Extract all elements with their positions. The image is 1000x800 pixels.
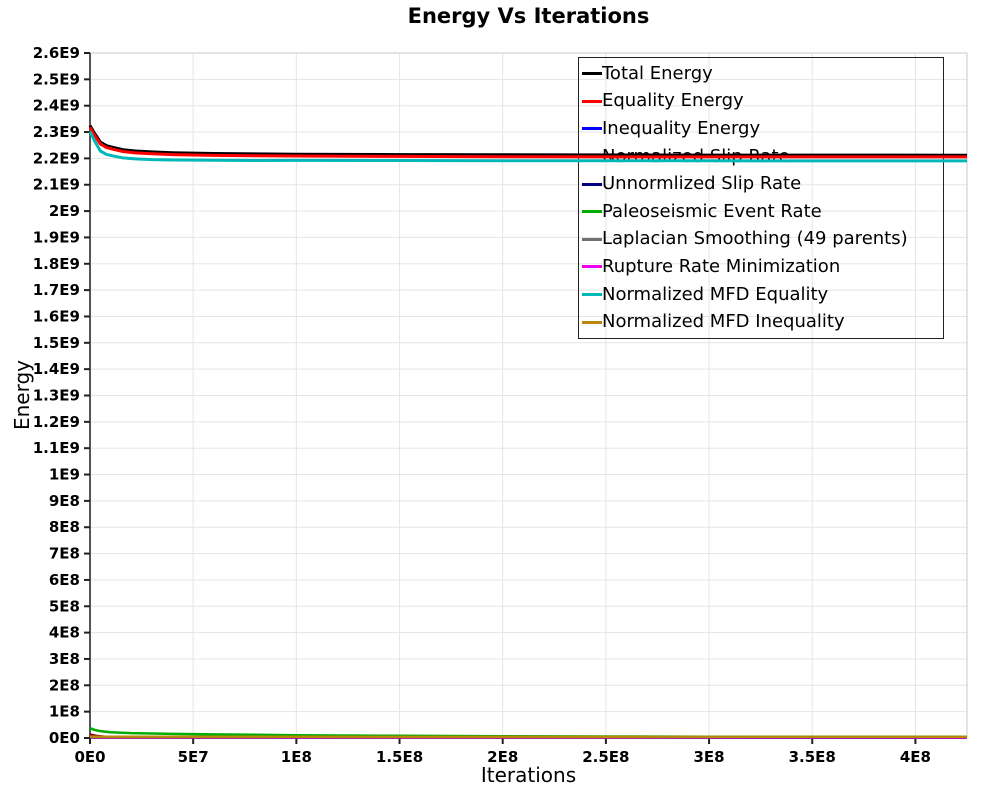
- legend-swatch: [582, 320, 602, 324]
- legend-item: Normalized Slip Rate: [582, 143, 943, 171]
- legend-item: Inequality Energy: [582, 115, 943, 143]
- legend-item-label: Normalized MFD Equality: [602, 283, 829, 305]
- y-tick-label: 1.3E9: [33, 387, 80, 405]
- y-tick-label: 5E8: [49, 597, 80, 615]
- x-axis-title: Iterations: [480, 763, 577, 787]
- legend-swatch: [582, 72, 602, 76]
- y-tick-label: 2E8: [49, 676, 80, 694]
- x-tick-label: 1E8: [281, 748, 312, 766]
- legend-item: Equality Energy: [582, 88, 943, 116]
- y-tick-label: 0E0: [49, 729, 80, 747]
- legend-swatch: [582, 293, 602, 297]
- y-tick-label: 1.1E9: [33, 439, 80, 457]
- y-tick-label: 2.1E9: [33, 176, 80, 194]
- legend-swatch: [582, 127, 602, 131]
- y-tick-label: 1E9: [49, 466, 80, 484]
- legend-item: Unnormlized Slip Rate: [582, 170, 943, 198]
- chart-title: Energy Vs Iterations: [407, 4, 650, 28]
- legend-item: Laplacian Smoothing (49 parents): [582, 226, 943, 254]
- y-tick-label: 1.5E9: [33, 334, 80, 352]
- y-tick-label: 1.2E9: [33, 413, 80, 431]
- y-tick-label: 2.5E9: [33, 70, 80, 88]
- legend-item: Normalized MFD Equality: [582, 281, 943, 309]
- x-tick-label: 5E7: [178, 748, 209, 766]
- legend-item: Normalized MFD Inequality: [582, 308, 943, 336]
- y-tick-label: 3E8: [49, 650, 80, 668]
- y-tick-label: 1.4E9: [33, 360, 80, 378]
- legend-item-label: Normalized MFD Inequality: [602, 311, 845, 333]
- y-tick-label: 9E8: [49, 492, 80, 510]
- y-tick-label: 2.3E9: [33, 123, 80, 141]
- x-tick-label: 4E8: [900, 748, 931, 766]
- legend-item-label: Total Energy: [602, 62, 713, 84]
- legend-item-label: Laplacian Smoothing (49 parents): [602, 228, 908, 250]
- x-tick-label: 0E0: [74, 748, 105, 766]
- x-tick-label: 3.5E8: [789, 748, 836, 766]
- legend-item-label: Rupture Rate Minimization: [602, 255, 841, 277]
- y-tick-label: 1.8E9: [33, 255, 80, 273]
- legend-swatch: [582, 237, 602, 241]
- legend-item: Rupture Rate Minimization: [582, 253, 943, 281]
- legend-swatch: [582, 155, 602, 159]
- y-tick-label: 2.4E9: [33, 97, 80, 115]
- y-tick-label: 7E8: [49, 545, 80, 563]
- legend-swatch: [582, 99, 602, 103]
- y-tick-label: 4E8: [49, 624, 80, 642]
- legend-item: Paleoseismic Event Rate: [582, 198, 943, 226]
- legend-item-label: Normalized Slip Rate: [602, 145, 790, 167]
- x-tick-label: 2.5E8: [582, 748, 629, 766]
- y-tick-label: 2.6E9: [33, 44, 80, 62]
- legend-swatch: [582, 210, 602, 214]
- legend-swatch: [582, 182, 602, 186]
- legend-item-label: Paleoseismic Event Rate: [602, 200, 822, 222]
- x-tick-label: 3E8: [693, 748, 724, 766]
- y-tick-label: 2E9: [49, 202, 80, 220]
- legend-swatch: [582, 265, 602, 269]
- legend-box: Total Energy Equality Energy Inequality En…: [578, 57, 944, 339]
- y-tick-label: 8E8: [49, 518, 80, 536]
- y-tick-label: 1.6E9: [33, 307, 80, 325]
- y-tick-label: 1E8: [49, 703, 80, 721]
- y-tick-label: 2.2E9: [33, 149, 80, 167]
- y-tick-label: 1.7E9: [33, 281, 80, 299]
- x-tick-label: 2E8: [487, 748, 518, 766]
- y-tick-label: 6E8: [49, 571, 80, 589]
- legend-item-label: Inequality Energy: [602, 117, 761, 139]
- legend-item: Total Energy: [582, 60, 943, 88]
- y-tick-label: 1.9E9: [33, 228, 80, 246]
- x-tick-label: 1.5E8: [376, 748, 423, 766]
- legend-item-label: Unnormlized Slip Rate: [602, 173, 802, 195]
- legend-item-label: Equality Energy: [602, 90, 744, 112]
